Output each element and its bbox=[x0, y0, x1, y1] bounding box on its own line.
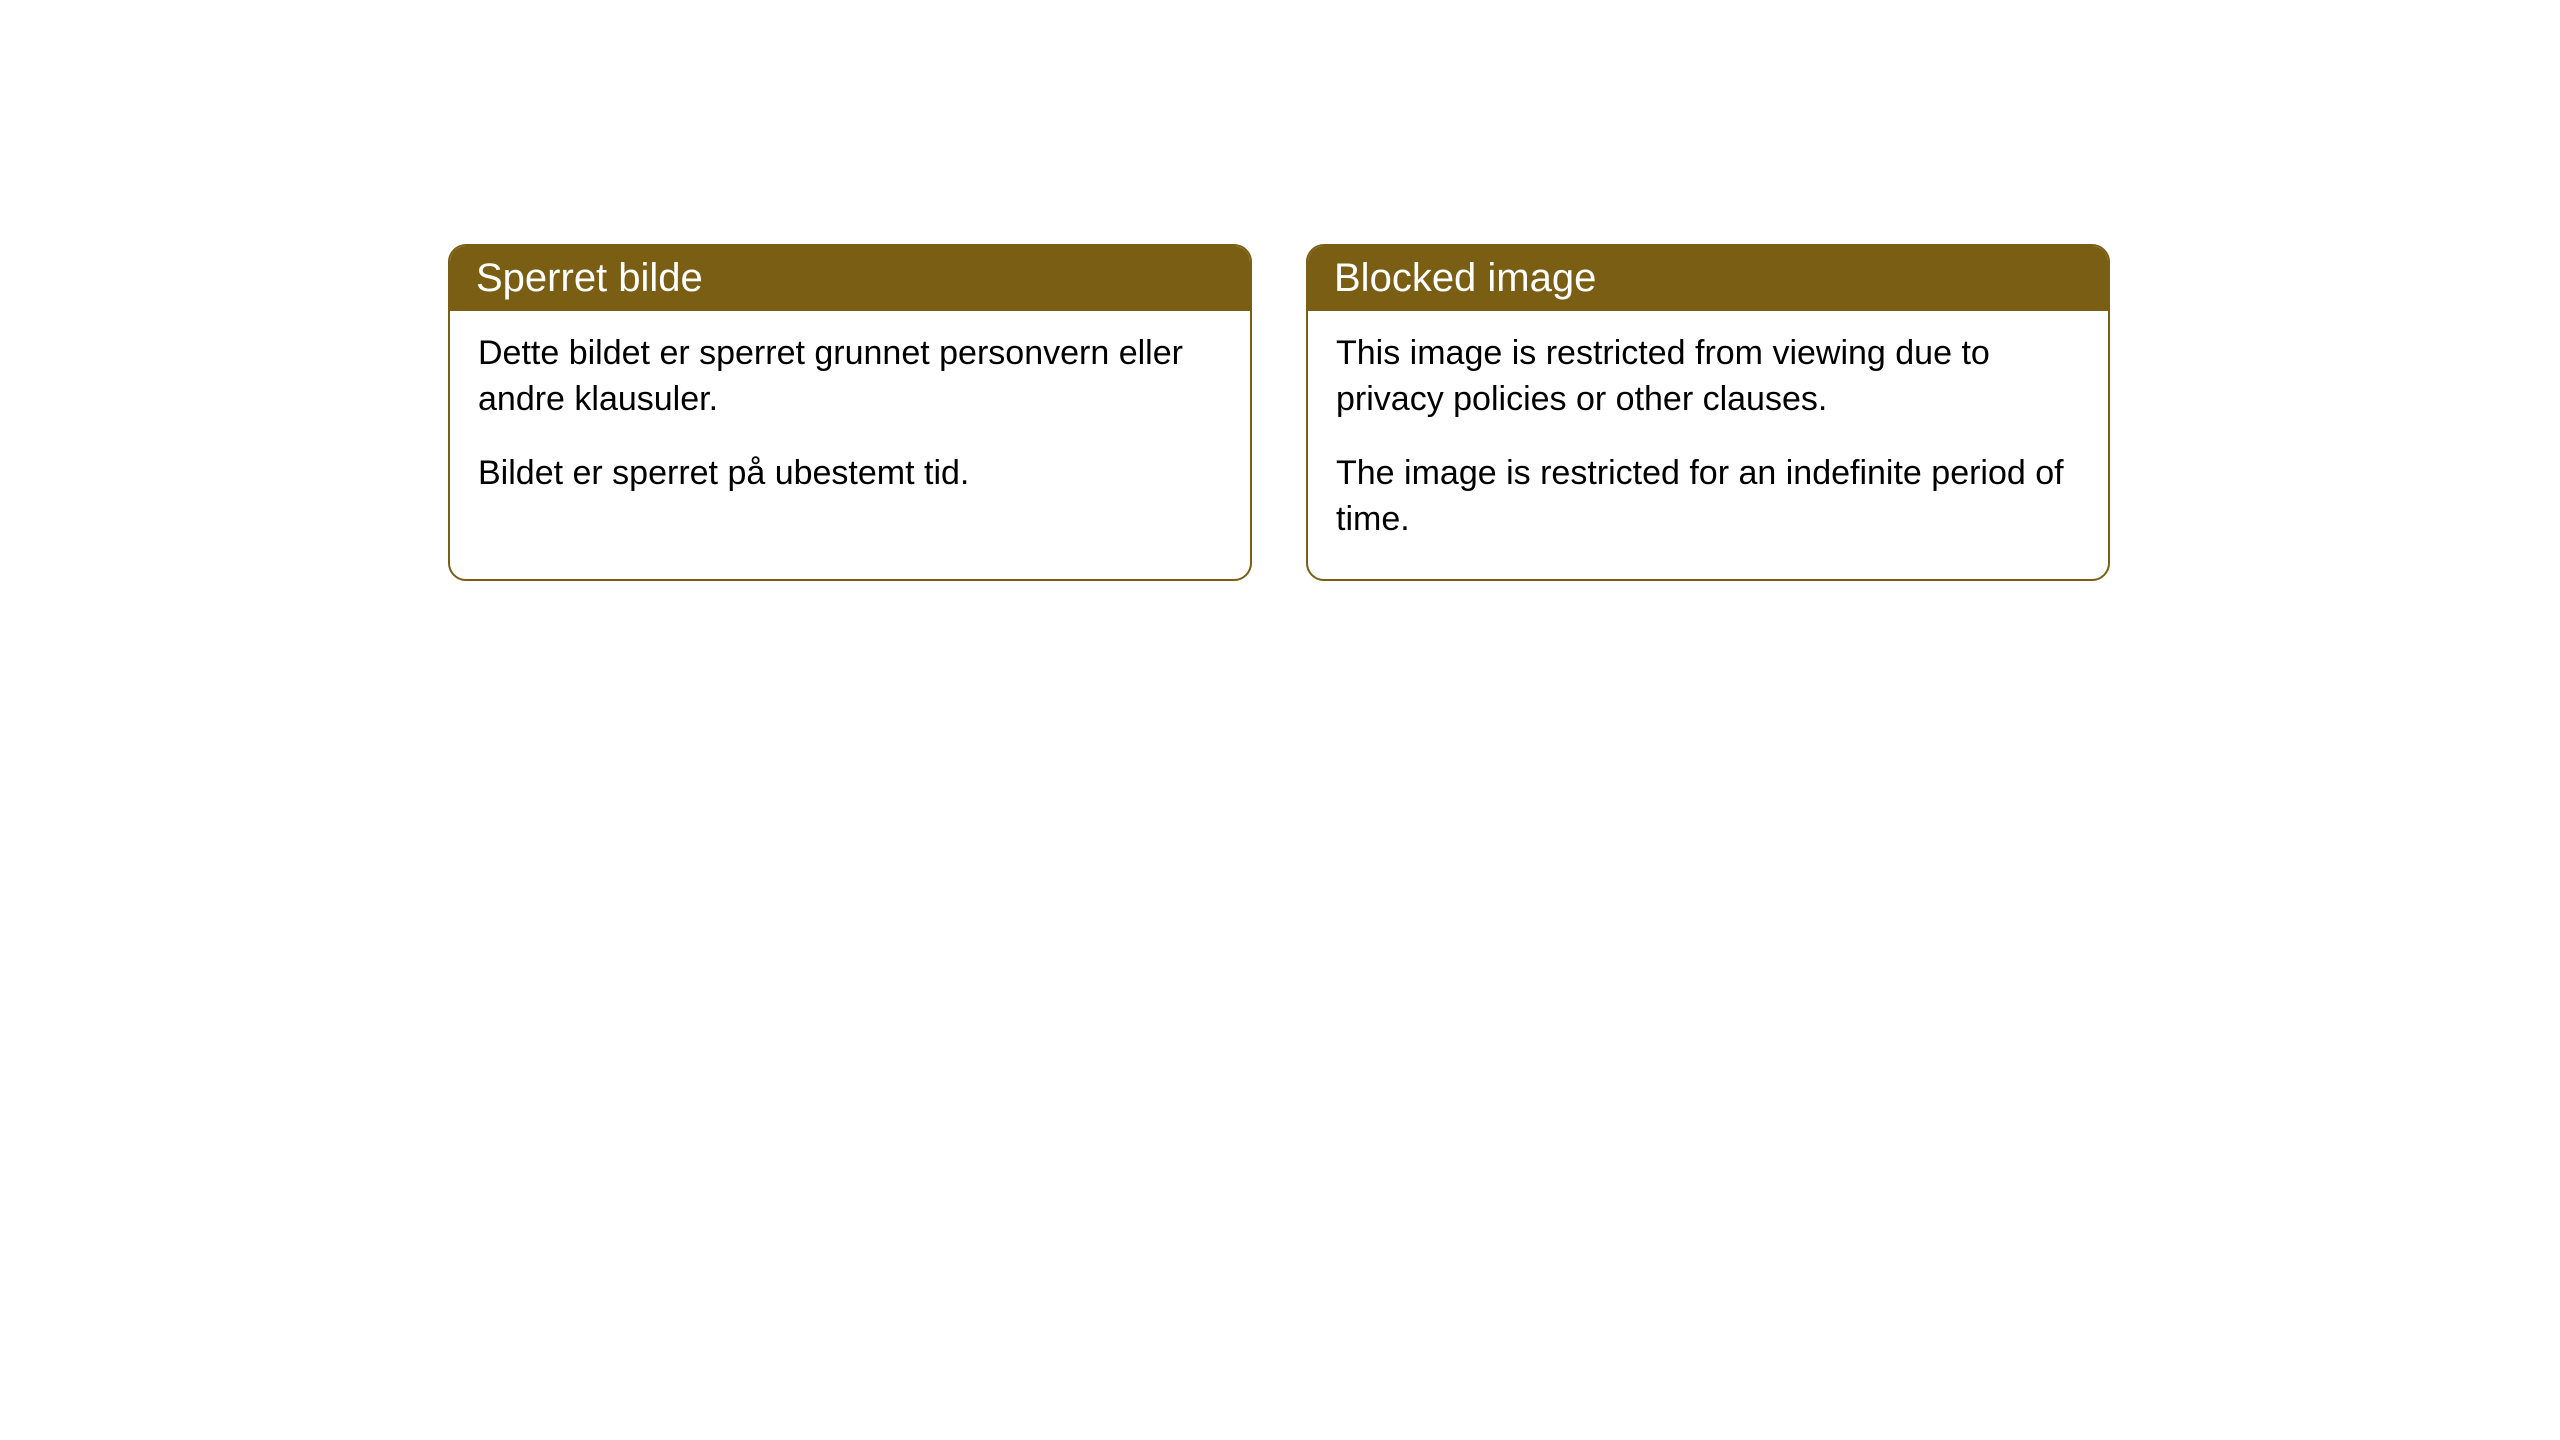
card-title-english: Blocked image bbox=[1308, 246, 2108, 311]
card-paragraph-1-english: This image is restricted from viewing du… bbox=[1336, 331, 2080, 423]
blocked-image-card-english: Blocked image This image is restricted f… bbox=[1306, 244, 2110, 581]
card-title-norwegian: Sperret bilde bbox=[450, 246, 1250, 311]
notice-cards-container: Sperret bilde Dette bildet er sperret gr… bbox=[448, 244, 2110, 581]
card-paragraph-2-norwegian: Bildet er sperret på ubestemt tid. bbox=[478, 451, 1222, 497]
card-paragraph-1-norwegian: Dette bildet er sperret grunnet personve… bbox=[478, 331, 1222, 423]
card-paragraph-2-english: The image is restricted for an indefinit… bbox=[1336, 451, 2080, 543]
card-body-norwegian: Dette bildet er sperret grunnet personve… bbox=[450, 311, 1250, 533]
blocked-image-card-norwegian: Sperret bilde Dette bildet er sperret gr… bbox=[448, 244, 1252, 581]
card-body-english: This image is restricted from viewing du… bbox=[1308, 311, 2108, 579]
